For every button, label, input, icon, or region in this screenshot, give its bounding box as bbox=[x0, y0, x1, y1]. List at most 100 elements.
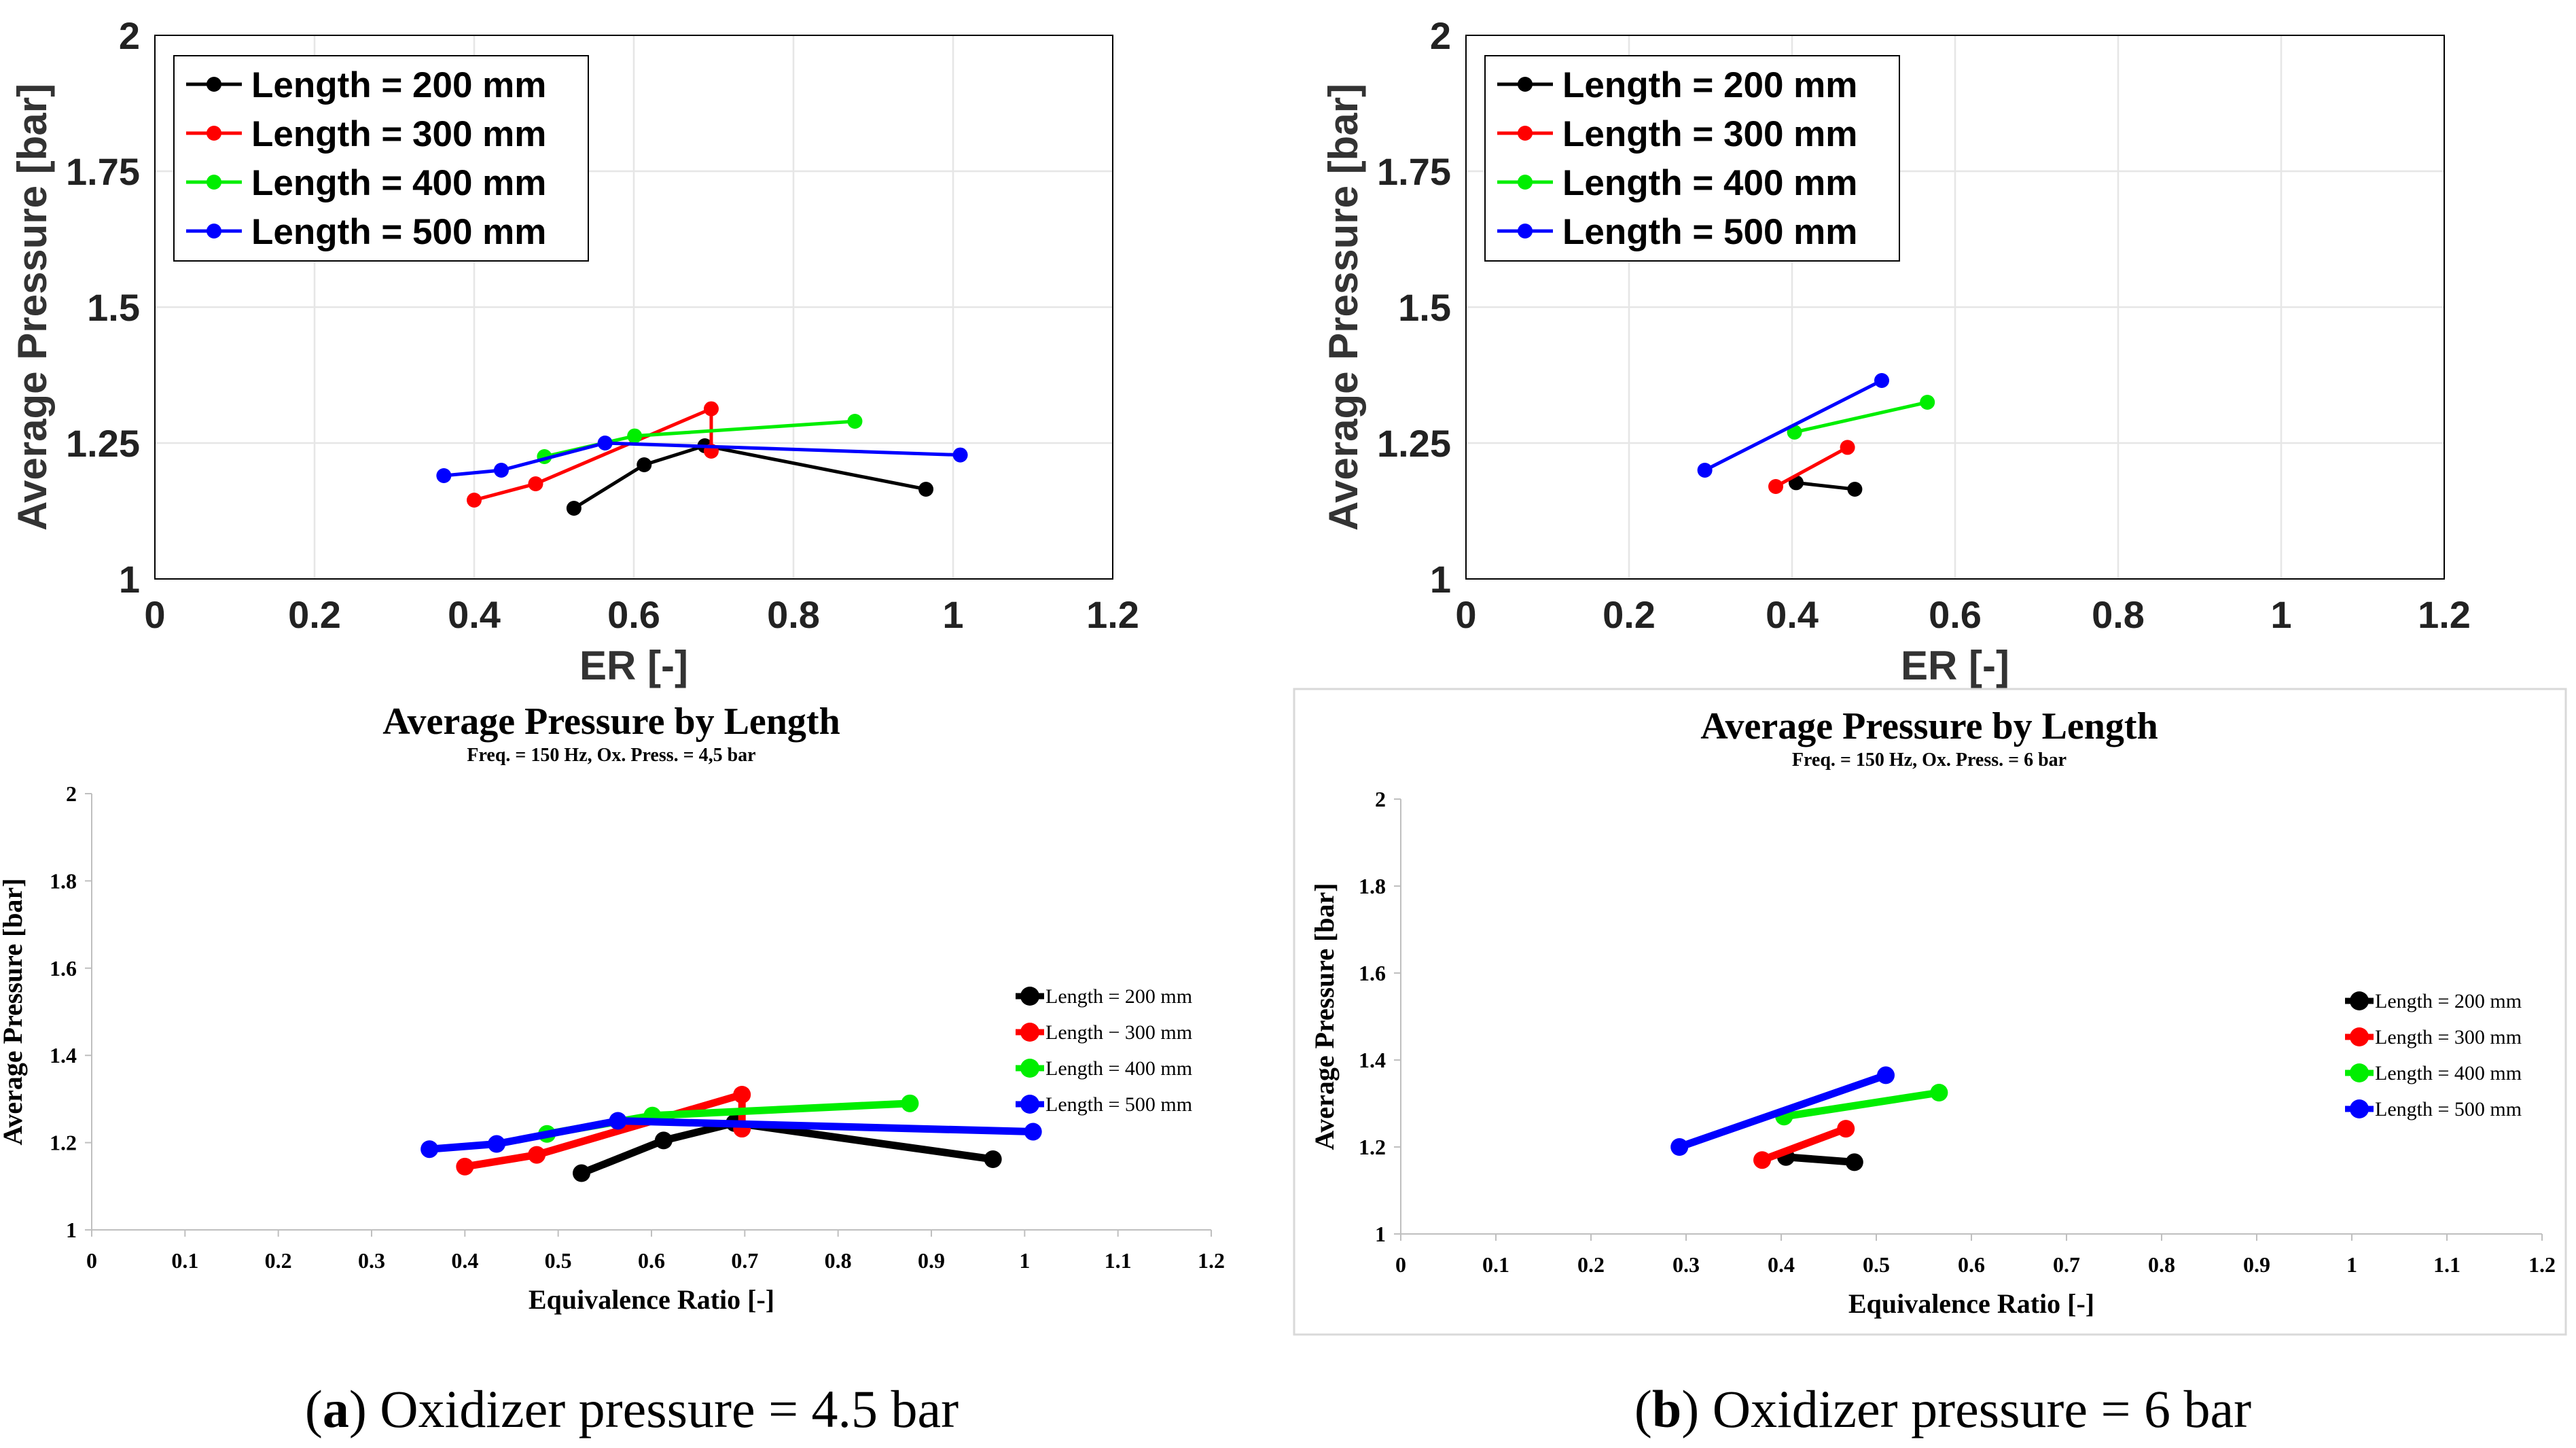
data-point bbox=[1847, 482, 1863, 497]
data-point bbox=[421, 1140, 439, 1159]
x-tick-label: 1 bbox=[2270, 593, 2291, 636]
data-point bbox=[952, 447, 968, 463]
caption-a: (a) Oxidizer pressure = 4.5 bar bbox=[305, 1379, 959, 1438]
y-tick-label: 1.6 bbox=[1359, 961, 1386, 985]
data-point bbox=[1874, 373, 1889, 388]
legend-marker bbox=[1020, 1059, 1039, 1078]
y-axis-label: Average Pressure [bar] bbox=[1321, 84, 1366, 531]
y-tick-label: 1 bbox=[1430, 558, 1451, 601]
x-tick-label: 0.7 bbox=[2053, 1252, 2080, 1277]
legend-marker bbox=[207, 175, 221, 190]
data-point bbox=[1670, 1138, 1689, 1156]
x-axis-label: ER [-] bbox=[1901, 643, 2009, 688]
legend-marker bbox=[1020, 1095, 1039, 1114]
data-point bbox=[528, 1146, 546, 1164]
data-point bbox=[1024, 1123, 1042, 1141]
series-line-4 bbox=[429, 1117, 1033, 1153]
x-tick-label: 1.2 bbox=[2418, 593, 2471, 636]
legend-label-2: Length = 300 mm bbox=[2375, 1026, 2522, 1048]
data-point bbox=[918, 482, 934, 497]
data-point bbox=[436, 468, 452, 483]
x-tick-label: 1.1 bbox=[1105, 1248, 1132, 1273]
x-tick-label: 0.4 bbox=[448, 593, 501, 636]
y-tick-label: 1.8 bbox=[1359, 874, 1386, 898]
x-tick-label: 0.1 bbox=[171, 1248, 198, 1273]
data-point bbox=[901, 1094, 919, 1112]
plot-border bbox=[1465, 35, 2445, 580]
data-point bbox=[1697, 463, 1713, 478]
series-line-1 bbox=[573, 444, 927, 510]
x-tick-label: 0.4 bbox=[1768, 1252, 1795, 1277]
legend-marker bbox=[2350, 991, 2369, 1010]
x-tick-label: 1.2 bbox=[1198, 1248, 1225, 1273]
x-tick-label: 1.2 bbox=[2528, 1252, 2556, 1277]
matlab-chart-b: 0 0.2 0.4 0.6 0.8 1 1.2 1 1.25 1.5 1.75 2 ER [-] Aver… bbox=[1321, 14, 2471, 688]
x-tick-label: 0.2 bbox=[265, 1248, 292, 1273]
series-line-1 bbox=[1795, 480, 1855, 491]
data-point bbox=[984, 1150, 1002, 1168]
x-tick-label: 0.8 bbox=[825, 1248, 852, 1273]
x-tick-label: 1 bbox=[942, 593, 963, 636]
data-point bbox=[528, 476, 543, 491]
x-tick-label: 0.6 bbox=[638, 1248, 665, 1273]
y-tick-label: 1.2 bbox=[50, 1131, 77, 1155]
series-line-3 bbox=[1794, 400, 1928, 434]
chart-title: Average Pressure by Length bbox=[382, 701, 840, 743]
data-point bbox=[1753, 1151, 1771, 1169]
y-tick-label: 1.2 bbox=[1359, 1135, 1386, 1159]
data-point bbox=[456, 1157, 474, 1176]
y-axis-label: Average Pressure [bar] bbox=[1309, 883, 1340, 1150]
x-tick-label: 0 bbox=[1395, 1252, 1406, 1277]
data-point bbox=[627, 428, 643, 444]
series-line-4 bbox=[1678, 1072, 1887, 1151]
y-tick-label: 1.5 bbox=[1398, 286, 1451, 329]
legend-marker bbox=[1020, 987, 1039, 1006]
data-point bbox=[488, 1135, 506, 1153]
legend-marker bbox=[207, 126, 221, 141]
legend-label-3: Length = 400 mm bbox=[1562, 163, 1857, 203]
y-tick-label: 1 bbox=[119, 558, 140, 601]
data-point bbox=[654, 1131, 673, 1150]
chart-subtitle: Freq. = 150 Hz, Ox. Press. = 6 bar bbox=[1792, 749, 2067, 771]
x-tick-label: 0.6 bbox=[1929, 593, 1982, 636]
legend-marker bbox=[1020, 1023, 1039, 1042]
x-axis-label: Equivalence Ratio [-] bbox=[1848, 1288, 2094, 1319]
legend-marker bbox=[1518, 77, 1533, 92]
x-tick-label: 0.5 bbox=[1863, 1252, 1890, 1277]
y-tick-label: 1.6 bbox=[50, 956, 77, 981]
x-tick-label: 0.9 bbox=[918, 1248, 945, 1273]
x-tick-label: 0.6 bbox=[607, 593, 660, 636]
series-line-3 bbox=[1783, 1089, 1940, 1120]
legend-box bbox=[1484, 55, 1900, 262]
y-axis-label: Average Pressure [bar] bbox=[10, 84, 55, 531]
y-tick-label: 1 bbox=[1375, 1222, 1386, 1246]
y-tick-label: 1.5 bbox=[87, 286, 140, 329]
y-tick-label: 2 bbox=[119, 14, 140, 57]
x-tick-label: 0.1 bbox=[1482, 1252, 1509, 1277]
chart-title: Average Pressure by Length bbox=[1700, 705, 2158, 747]
x-tick-label: 1.2 bbox=[1086, 593, 1139, 636]
legend-label-1: Length = 200 mm bbox=[1045, 985, 1192, 1008]
data-point bbox=[847, 414, 863, 429]
x-tick-label: 0.5 bbox=[545, 1248, 572, 1273]
legend-label-4: Length = 500 mm bbox=[1045, 1093, 1192, 1116]
data-point bbox=[493, 463, 509, 478]
data-point bbox=[1877, 1066, 1895, 1084]
data-point bbox=[703, 401, 719, 417]
data-point bbox=[609, 1112, 627, 1130]
series-line-2 bbox=[1774, 446, 1848, 489]
data-point bbox=[637, 457, 652, 472]
x-tick-label: 1 bbox=[1019, 1248, 1030, 1273]
x-tick-label: 0.4 bbox=[1766, 593, 1819, 636]
y-tick-label: 2 bbox=[66, 781, 77, 806]
caption-b: (b) Oxidizer pressure = 6 bar bbox=[1634, 1379, 2251, 1438]
legend-label-2: Length = 300 mm bbox=[1562, 114, 1857, 154]
y-tick-label: 2 bbox=[1430, 14, 1451, 57]
legend-marker bbox=[2350, 1063, 2369, 1082]
data-point bbox=[1845, 1153, 1863, 1171]
y-tick-label: 1.25 bbox=[66, 422, 140, 465]
data-point bbox=[1930, 1084, 1948, 1101]
legend-marker bbox=[1518, 175, 1533, 190]
series-line-1 bbox=[1785, 1153, 1855, 1166]
